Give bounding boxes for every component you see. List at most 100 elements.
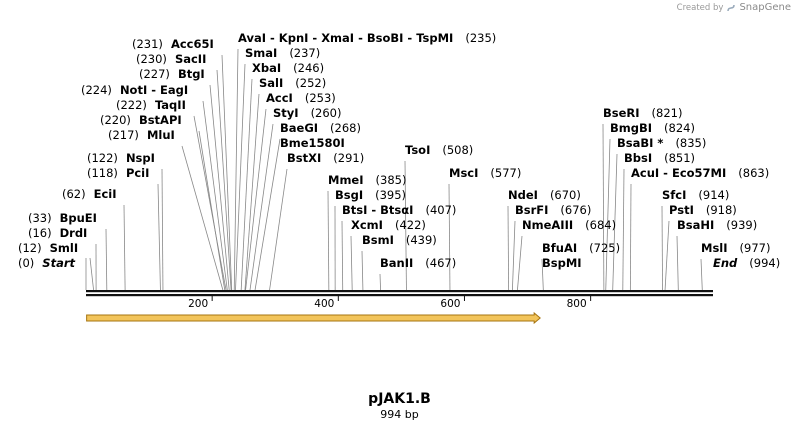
site-label-nspi[interactable]: (122) NspI (87, 151, 155, 165)
site-label-noti-eagi[interactable]: (224) NotI - EagI (81, 83, 188, 97)
site-label-pcii[interactable]: (118) PciI (87, 166, 149, 180)
feature-arrow[interactable] (86, 311, 541, 325)
site-label-bstapi[interactable]: (220) BstAPI (100, 113, 182, 127)
leader-bstapi (198, 130, 226, 291)
site-label-bsahi[interactable]: BsaHI (939) (677, 218, 757, 232)
site-name-bseri: BseRI (603, 106, 640, 120)
site-label-taqii[interactable]: (222) TaqII (116, 98, 186, 112)
site-pos-bbsi: (851) (664, 151, 695, 165)
site-labels: (0) Start(12) SmlI(16) DrdI (33) BpuEI (62) Eci… (18, 31, 780, 270)
site-name-start: Start (42, 256, 75, 270)
site-name-bspmi: BspMI (542, 256, 582, 270)
site-label-bmgbi[interactable]: BmgBI (824) (610, 121, 695, 135)
leader-ecii (123, 204, 126, 291)
site-label-smli[interactable]: (12) SmlI (18, 241, 78, 255)
credit: Created by SnapGene (677, 2, 791, 13)
leader-bbsi (622, 168, 625, 291)
site-label-drdi[interactable]: (16) DrdI (28, 226, 87, 240)
site-label-acci[interactable]: AccI (253) (266, 91, 336, 105)
leader-bstxi (269, 168, 288, 291)
site-name-smli: SmlI (50, 241, 79, 255)
site-label-sacii[interactable]: (230) SacII (136, 52, 206, 66)
site-label-bsabi[interactable]: BsaBI * (835) (617, 136, 706, 150)
site-pos-acc65i: (231) (132, 37, 163, 51)
site-label-btsi-bts-i[interactable]: BtsI - BtsαI (407) (342, 203, 456, 217)
site-label-bsrfi[interactable]: BsrFI (676) (515, 203, 591, 217)
site-pos-banii: (467) (425, 256, 456, 270)
leader-psti (664, 220, 670, 291)
site-pos-noti-eagi: (224) (81, 83, 112, 97)
site-label-xcmi[interactable]: XcmI (422) (351, 218, 426, 232)
site-label-bsmi[interactable]: BsmI (439) (362, 233, 437, 247)
site-label-psti[interactable]: PstI (918) (669, 203, 737, 217)
site-name-smai: SmaI (245, 46, 277, 60)
site-label-bfuai[interactable]: BfuAI (725) (542, 241, 620, 255)
site-name-noti-eagi: NotI - EagI (120, 83, 188, 97)
site-label-end[interactable]: End (994) (713, 256, 780, 270)
site-pos-avai-kpni-xmai-bsobi-tspmi: (235) (465, 31, 496, 45)
site-pos-bsgi: (395) (375, 188, 406, 202)
site-label-bseri[interactable]: BseRI (821) (603, 106, 682, 120)
site-label-bsgi[interactable]: BsgI (395) (335, 188, 406, 202)
leader-msli (700, 258, 703, 291)
leader-ndei (507, 205, 510, 291)
site-label-mlui[interactable]: (217) MluI (108, 128, 175, 142)
site-label-xbai[interactable]: XbaI (246) (252, 61, 324, 75)
leader-styi (249, 123, 274, 291)
site-pos-acui-eco57mi: (863) (738, 166, 769, 180)
site-label-bme1580i[interactable]: Bme1580I (280, 136, 345, 150)
leader-xbai (240, 78, 253, 291)
site-pos-smli: (12) (18, 241, 42, 255)
leader-acui-eco57mi (629, 183, 632, 291)
backbone-bottom-strand (86, 294, 713, 297)
leader-baegi (254, 138, 281, 291)
leader-btsi-bts-i (341, 220, 344, 291)
leader-nmeaiii (517, 235, 523, 291)
plasmid-size: 994 bp (380, 408, 419, 421)
leader-bseri (602, 123, 605, 291)
site-label-ecii[interactable]: (62) EciI (62, 187, 117, 201)
site-pos-mlui: (217) (108, 128, 139, 142)
site-label-bbsi[interactable]: BbsI (851) (624, 151, 695, 165)
site-pos-mmei: (385) (376, 173, 407, 187)
leader-bmgbi (605, 138, 611, 291)
site-label-bspmi[interactable]: BspMI (542, 256, 582, 270)
backbone (86, 290, 713, 297)
site-label-msli[interactable]: MslI (977) (701, 241, 770, 255)
site-label-sali[interactable]: SalI (252) (259, 76, 326, 90)
feature-arrow-shape[interactable] (86, 311, 541, 325)
site-pos-btsi-bts-i: (407) (425, 203, 456, 217)
site-label-acui-eco57mi[interactable]: AcuI - Eco57MI (863) (631, 166, 769, 180)
site-name-bstapi: BstAPI (139, 113, 182, 127)
site-label-mmei[interactable]: MmeI (385) (328, 173, 406, 187)
site-label-styi[interactable]: StyI (260) (273, 106, 342, 120)
backbone-top-strand (86, 290, 713, 293)
site-name-bbsi: BbsI (624, 151, 652, 165)
site-name-nspi: NspI (126, 151, 155, 165)
leader-bpuei (105, 228, 108, 291)
site-pos-sali: (252) (295, 76, 326, 90)
site-label-banii[interactable]: BanII (467) (380, 256, 456, 270)
site-label-sfci[interactable]: SfcI (914) (662, 188, 729, 202)
site-label-tsoi[interactable]: TsoI (508) (405, 143, 473, 157)
snapgene-logo-icon (727, 4, 736, 11)
site-label-start[interactable]: (0) Start (18, 256, 76, 270)
site-pos-end: (994) (749, 256, 780, 270)
site-name-bfuai: BfuAI (542, 241, 577, 255)
site-label-acc65i[interactable]: (231) Acc65I (132, 37, 214, 51)
site-label-baegi[interactable]: BaeGI (268) (280, 121, 361, 135)
site-label-msci[interactable]: MscI (577) (449, 166, 521, 180)
site-label-nmeaiii[interactable]: NmeAIII (684) (522, 218, 616, 232)
site-label-bstxi[interactable]: BstXI (291) (287, 151, 364, 165)
leader-noti-eagi (202, 100, 228, 291)
axis-ticks: 200 400 600 800 (188, 296, 592, 310)
site-label-ndei[interactable]: NdeI (670) (508, 188, 581, 202)
site-label-smai[interactable]: SmaI (237) (245, 46, 320, 60)
site-label-avai-kpni-xmai-bsobi-tspmi[interactable]: AvaI - KpnI - XmaI - BsoBI - TspMI (235) (238, 31, 496, 45)
site-label-btgi[interactable]: (227) BtgI (139, 67, 205, 81)
site-name-avai-kpni-xmai-bsobi-tspmi: AvaI - KpnI - XmaI - BsoBI - TspMI (238, 31, 453, 45)
leader-smai (235, 63, 246, 291)
site-label-bpuei[interactable]: (33) BpuEI (28, 211, 97, 225)
site-name-nmeaiii: NmeAIII (522, 218, 573, 232)
